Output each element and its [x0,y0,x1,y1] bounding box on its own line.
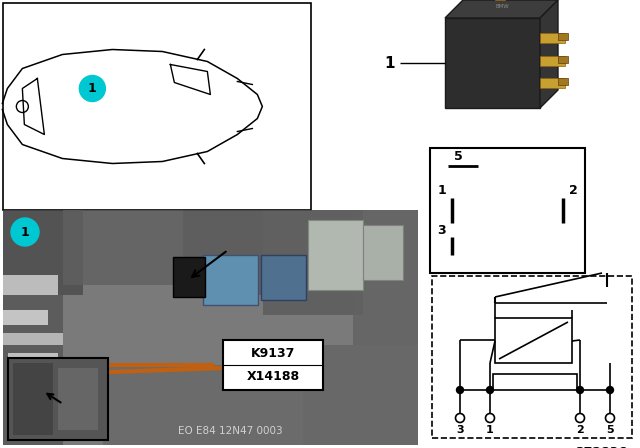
Bar [8,358,108,440]
Bar [493,374,577,390]
Bar [495,318,572,363]
Text: 1: 1 [486,425,494,435]
Bar [58,368,98,430]
Text: 1: 1 [88,82,97,95]
Polygon shape [445,0,558,18]
Bar [3,275,58,295]
Bar [308,220,363,290]
Bar [445,18,540,108]
Text: X14188: X14188 [246,370,300,383]
Bar [3,210,418,445]
Text: 2: 2 [568,184,577,197]
Bar [432,276,632,438]
Bar [3,295,63,445]
Text: 2: 2 [576,425,584,435]
Bar [353,210,418,345]
Text: 1: 1 [20,225,29,238]
Text: EO E84 12N47 0003: EO E84 12N47 0003 [178,426,283,436]
Bar [3,210,83,295]
Bar [63,210,183,285]
Circle shape [486,387,493,393]
Text: K9137: K9137 [251,347,295,360]
Bar [8,375,53,385]
Bar [540,78,565,88]
Text: 372836: 372836 [575,446,627,448]
Bar [223,340,323,390]
Text: 1: 1 [385,56,396,70]
Bar [263,210,363,315]
Text: 5: 5 [454,150,462,163]
Circle shape [577,387,584,393]
Bar [558,33,568,40]
Bar [558,56,568,63]
Bar [303,345,418,445]
Circle shape [607,387,614,393]
Circle shape [456,387,463,393]
Bar [203,255,258,305]
Bar [540,33,565,43]
Polygon shape [540,0,558,108]
Text: 3: 3 [456,425,464,435]
Bar [13,363,53,435]
Circle shape [79,76,106,102]
Bar [8,353,58,365]
Bar [430,148,585,273]
Bar [540,56,565,66]
Bar [173,257,205,297]
Bar [103,365,303,445]
Bar [558,78,568,85]
Bar [183,210,263,295]
Text: 5: 5 [606,425,614,435]
Bar [3,333,63,345]
Bar [3,310,48,325]
Text: 3: 3 [438,224,446,237]
Text: 1: 1 [438,184,446,197]
Bar [3,3,311,210]
Bar [261,255,306,300]
Bar [363,225,403,280]
Text: BMW: BMW [495,4,509,9]
Circle shape [11,218,39,246]
